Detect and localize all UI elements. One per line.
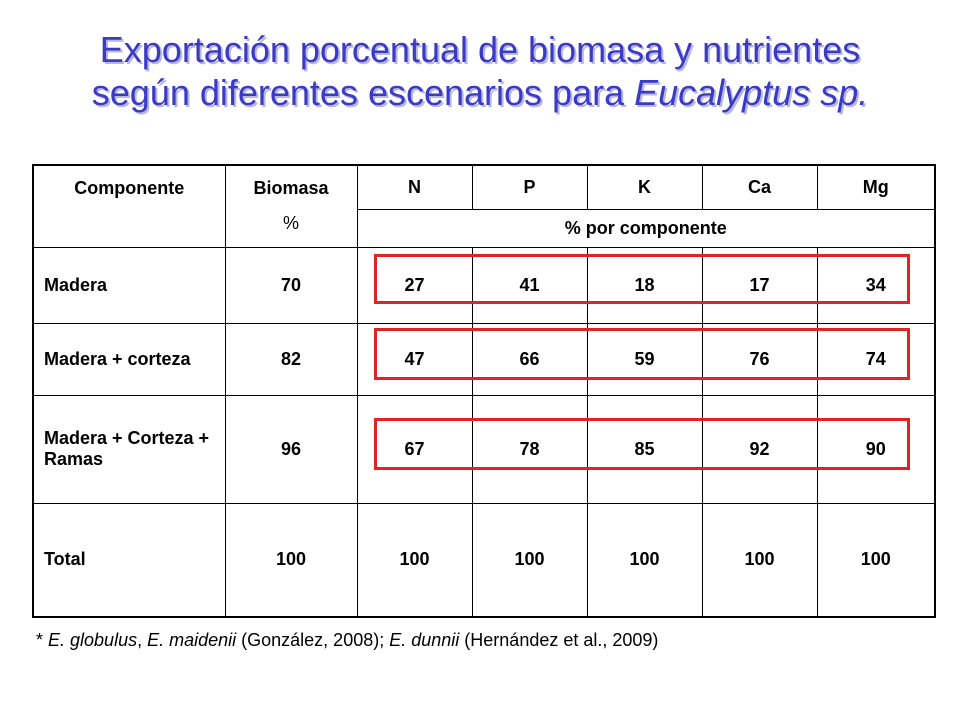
header-ca: Ca — [701, 164, 818, 210]
subheader-por-componente: % por componente — [356, 208, 936, 248]
cell-ca: 100 — [701, 502, 818, 618]
highlight-box-madera-corteza — [374, 328, 910, 380]
table-row: Madera + corteza 82 47 66 59 76 74 — [32, 322, 936, 396]
cell-ca: 17 — [701, 246, 818, 324]
header-componente: Componente — [32, 164, 226, 248]
title-line-1: Exportación porcentual de biomasa y nutr… — [99, 29, 861, 70]
page-title: Exportación porcentual de biomasa y nutr… — [0, 28, 960, 114]
cell-biomasa: 100 — [224, 502, 358, 618]
table-row-total: Total 100 100 100 100 100 100 — [32, 502, 936, 618]
cell-mg: 34 — [816, 246, 936, 324]
cell-biomasa: 96 — [224, 394, 358, 504]
footnote-species-3: E. dunnii — [389, 630, 460, 650]
header-n: N — [356, 164, 473, 210]
row-label: Total — [32, 502, 226, 618]
header-p: P — [471, 164, 588, 210]
title-line-2: según diferentes escenarios para Eucalyp… — [0, 71, 960, 114]
header-biomasa: Biomasa% — [224, 164, 358, 248]
header-biomasa-label: Biomasa — [253, 178, 329, 198]
footnote-star: * — [36, 630, 49, 650]
footnote-species-1: E. globulus — [48, 630, 138, 650]
title-species: Eucalyptus sp. — [634, 72, 869, 113]
data-table-wrapper: Componente Biomasa% N P K Ca Mg % por co… — [32, 164, 936, 618]
cell-n: 100 — [356, 502, 473, 618]
cell-biomasa: 70 — [224, 246, 358, 324]
cell-mg: 90 — [816, 394, 936, 504]
subheader-row: % por componente — [33, 208, 936, 248]
title-line-2-text: según diferentes escenarios para — [91, 72, 635, 113]
row-label: Madera — [32, 246, 226, 324]
footnote-ref-1: (González, 2008); — [236, 630, 390, 650]
table-row: Madera 70 27 41 18 17 34 — [32, 246, 936, 324]
cell-biomasa: 82 — [224, 322, 358, 396]
footnote-ref-2: (Hernández et al., 2009) — [459, 630, 659, 650]
row-label: Madera + corteza — [32, 322, 226, 396]
header-biomasa-unit: % — [282, 213, 299, 233]
cell-ca: 76 — [701, 322, 818, 396]
table-row: Madera + Corteza + Ramas 96 67 78 85 92 … — [32, 394, 936, 504]
header-mg: Mg — [816, 164, 936, 210]
footnote-sep: , — [137, 630, 148, 650]
cell-k: 85 — [586, 394, 703, 504]
footnote: * E. globulus, E. maidenii (González, 20… — [36, 630, 658, 651]
highlight-box-madera — [374, 254, 910, 304]
header-row: Componente Biomasa% N P K Ca Mg — [32, 164, 936, 248]
row-label: Madera + Corteza + Ramas — [32, 394, 226, 504]
highlight-box-madera-corteza-ramas — [374, 418, 910, 470]
footnote-species-2: E. maidenii — [147, 630, 237, 650]
cell-k: 100 — [586, 502, 703, 618]
cell-mg: 74 — [816, 322, 936, 396]
cell-mg: 100 — [816, 502, 936, 618]
biomass-nutrient-table: Componente Biomasa% N P K Ca Mg % por co… — [32, 164, 936, 618]
cell-p: 66 — [471, 322, 588, 396]
cell-p: 78 — [471, 394, 588, 504]
cell-p: 100 — [471, 502, 588, 618]
header-k: K — [586, 164, 703, 210]
